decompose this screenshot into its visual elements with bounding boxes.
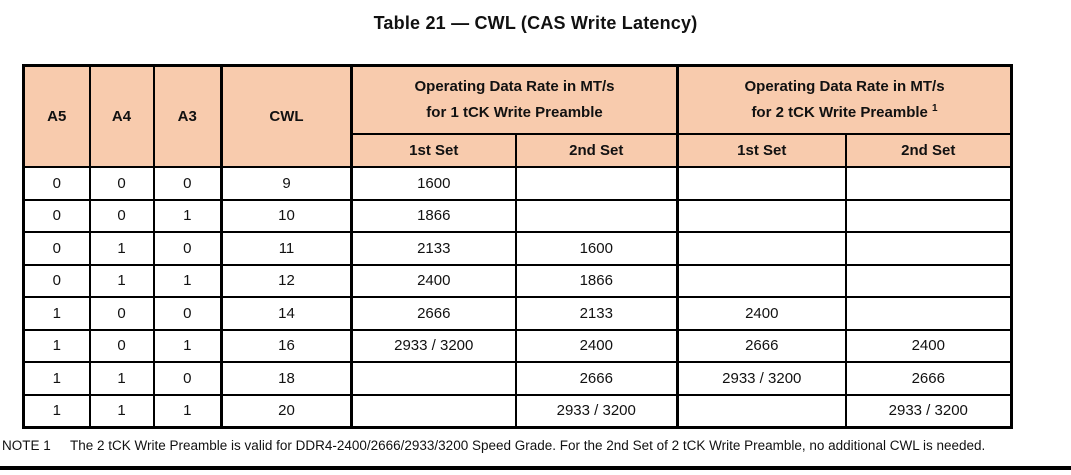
table-row: 1 0 0 14 2666 2133 2400	[22, 296, 1013, 331]
cell-1tck-2nd	[514, 198, 679, 233]
cell-a4: 1	[88, 231, 155, 266]
cell-1tck-1st: 1866	[350, 198, 517, 233]
cell-1tck-1st	[350, 393, 517, 429]
cell-1tck-2nd: 1600	[514, 231, 679, 266]
cell-a4: 0	[88, 296, 155, 331]
cell-cwl: 10	[220, 198, 353, 233]
cell-cwl: 16	[220, 328, 353, 363]
cell-a5: 1	[22, 361, 91, 396]
col-header-cwl: CWL	[220, 64, 353, 168]
table-row: 0 1 1 12 2400 1866	[22, 263, 1013, 298]
cell-a4: 1	[88, 393, 155, 429]
cell-cwl: 20	[220, 393, 353, 429]
table-title: Table 21 — CWL (CAS Write Latency)	[373, 13, 698, 33]
cell-cwl: 12	[220, 263, 353, 298]
cell-2tck-2nd	[844, 198, 1013, 233]
col-header-a3: A3	[152, 64, 223, 168]
table-row: 1 0 1 16 2933 / 3200 2400 2666 2400	[22, 328, 1013, 363]
cell-1tck-1st: 2400	[350, 263, 517, 298]
cell-2tck-1st: 2400	[676, 296, 847, 331]
footnote-label: NOTE 1	[2, 438, 51, 453]
cell-2tck-1st	[676, 198, 847, 233]
table-row: 0 1 0 11 2133 1600	[22, 231, 1013, 266]
cell-a3: 0	[152, 361, 223, 396]
cell-a5: 0	[22, 231, 91, 266]
cell-2tck-2nd	[844, 263, 1013, 298]
cell-1tck-1st: 2933 / 3200	[350, 328, 517, 363]
cell-2tck-2nd	[844, 166, 1013, 201]
cell-1tck-2nd: 2666	[514, 361, 679, 396]
cell-2tck-1st: 2666	[676, 328, 847, 363]
cell-cwl: 9	[220, 166, 353, 201]
cell-2tck-1st: 2933 / 3200	[676, 361, 847, 396]
cell-a5: 0	[22, 198, 91, 233]
table-body: 0 0 0 9 1600 0 0 1 10 1866 0 1	[22, 166, 1013, 429]
cell-a4: 0	[88, 328, 155, 363]
cell-a5: 0	[22, 166, 91, 201]
col-header-a5: A5	[22, 64, 91, 168]
cell-a5: 1	[22, 393, 91, 429]
bottom-rule-divider	[0, 466, 1071, 470]
cell-1tck-1st: 2133	[350, 231, 517, 266]
cell-1tck-2nd	[514, 166, 679, 201]
group1-line1: Operating Data Rate in MT/s	[414, 78, 615, 95]
cell-a3: 1	[152, 263, 223, 298]
table-row: 0 0 1 10 1866	[22, 198, 1013, 233]
footnote: NOTE 1 The 2 tCK Write Preamble is valid…	[2, 437, 1064, 455]
cell-a3: 1	[152, 393, 223, 429]
group-header-1tck: Operating Data Rate in MT/s for 1 tCK Wr…	[349, 64, 679, 135]
cell-a4: 1	[88, 263, 155, 298]
cell-a4: 0	[88, 198, 155, 233]
subheader-1tck-2nd-set: 2nd Set	[514, 133, 679, 168]
cell-2tck-2nd: 2400	[844, 328, 1013, 363]
cell-1tck-2nd: 1866	[514, 263, 679, 298]
cell-2tck-2nd	[844, 231, 1013, 266]
cell-1tck-1st	[350, 361, 517, 396]
cell-2tck-1st	[676, 393, 847, 429]
cell-1tck-1st: 2666	[350, 296, 517, 331]
cell-1tck-1st: 1600	[350, 166, 517, 201]
table-row: 1 1 1 20 2933 / 3200 2933 / 3200	[22, 393, 1013, 429]
cell-cwl: 18	[220, 361, 353, 396]
table-header: A5 A4 A3 CWL Operating Data Rate in MT/s…	[22, 64, 1013, 168]
cell-2tck-1st	[676, 166, 847, 201]
subheader-1tck-1st-set: 1st Set	[350, 133, 517, 168]
cell-a5: 1	[22, 296, 91, 331]
cwl-table: A5 A4 A3 CWL Operating Data Rate in MT/s…	[22, 64, 1014, 429]
cell-a3: 0	[152, 166, 223, 201]
cell-2tck-2nd	[844, 296, 1013, 331]
group1-line2: for 1 tCK Write Preamble	[426, 104, 603, 121]
cell-a4: 0	[88, 166, 155, 201]
cell-a4: 1	[88, 361, 155, 396]
group-header-2tck: Operating Data Rate in MT/s for 2 tCK Wr…	[676, 64, 1013, 135]
cell-1tck-2nd: 2400	[514, 328, 679, 363]
cell-2tck-1st	[676, 231, 847, 266]
cell-cwl: 11	[220, 231, 353, 266]
table-row: 1 1 0 18 2666 2933 / 3200 2666	[22, 361, 1013, 396]
cell-a5: 1	[22, 328, 91, 363]
cell-1tck-2nd: 2133	[514, 296, 679, 331]
cell-cwl: 14	[220, 296, 353, 331]
cell-2tck-1st	[676, 263, 847, 298]
table-row: 0 0 0 9 1600	[22, 166, 1013, 201]
cell-a5: 0	[22, 263, 91, 298]
col-header-a4: A4	[88, 64, 155, 168]
subheader-2tck-2nd-set: 2nd Set	[844, 133, 1013, 168]
cell-2tck-2nd: 2666	[844, 361, 1013, 396]
cell-a3: 1	[152, 328, 223, 363]
cell-a3: 0	[152, 296, 223, 331]
group2-line2: for 2 tCK Write Preamble	[751, 104, 928, 121]
cell-2tck-2nd: 2933 / 3200	[844, 393, 1013, 429]
group2-line1: Operating Data Rate in MT/s	[744, 78, 945, 95]
note-reference-superscript: 1	[932, 103, 938, 114]
cell-a3: 1	[152, 198, 223, 233]
cell-1tck-2nd: 2933 / 3200	[514, 393, 679, 429]
subheader-2tck-1st-set: 1st Set	[676, 133, 847, 168]
footnote-text: The 2 tCK Write Preamble is valid for DD…	[70, 438, 986, 453]
cell-a3: 0	[152, 231, 223, 266]
